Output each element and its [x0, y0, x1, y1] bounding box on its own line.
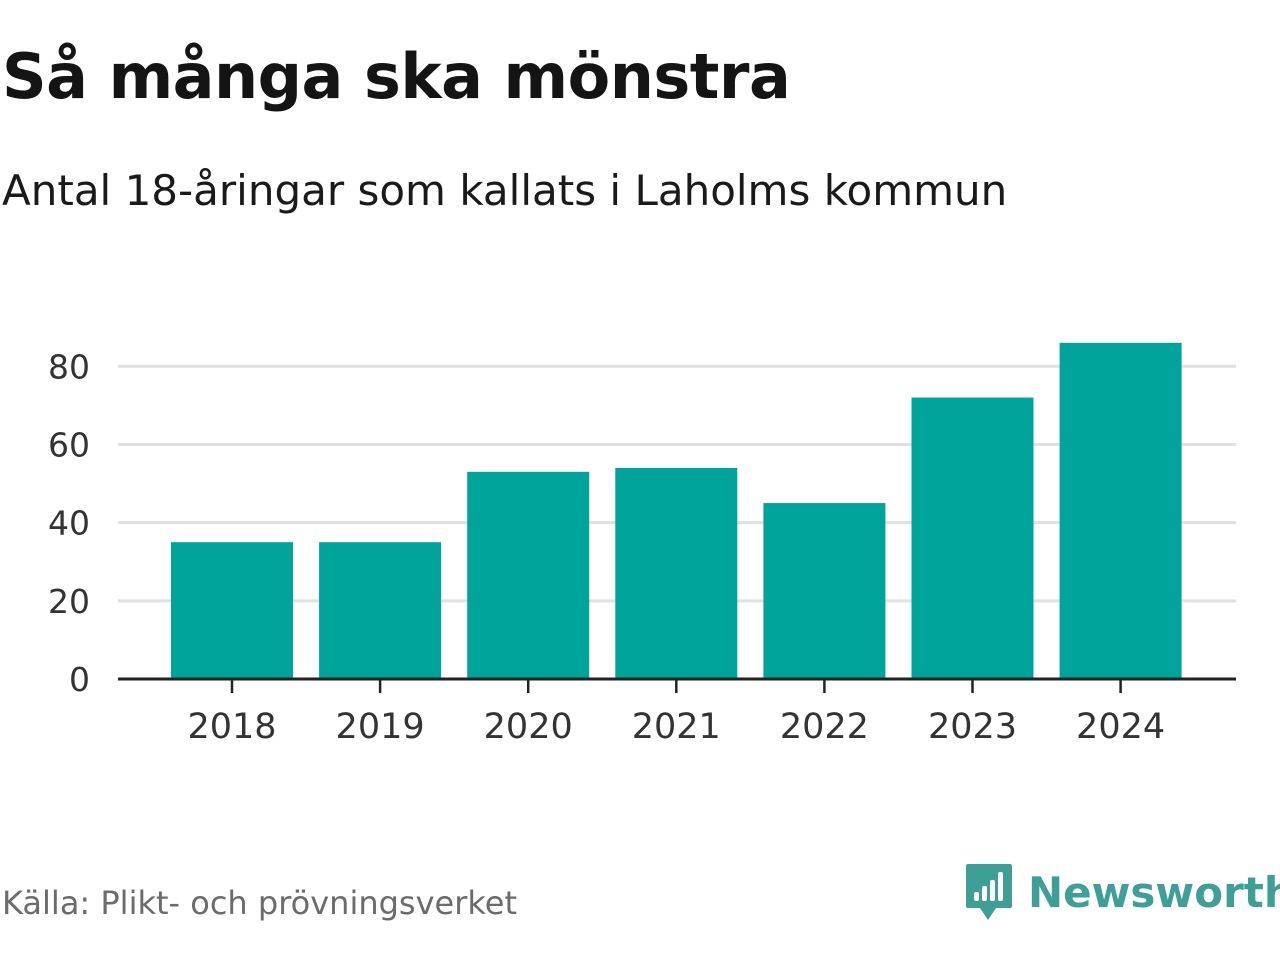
chart-subtitle: Antal 18-åringar som kallats i Laholms k…: [2, 166, 1008, 215]
x-tick-label: 2021: [632, 707, 721, 747]
bar-2022[interactable]: [763, 503, 886, 679]
bar-2019[interactable]: [319, 542, 442, 679]
x-tick-label: 2024: [1076, 707, 1165, 747]
x-tick-label: 2018: [187, 707, 276, 747]
y-tick-label: 0: [69, 660, 90, 699]
bars: [171, 342, 1182, 679]
x-tick-label: 2023: [928, 707, 1017, 747]
bar-2020[interactable]: [467, 471, 590, 679]
source-note: Källa: Plikt- och prövningsverket: [2, 884, 517, 922]
bar-2021[interactable]: [615, 467, 738, 679]
bar-2018[interactable]: [171, 542, 293, 679]
x-tick-label: 2019: [336, 707, 425, 747]
bar-chart: 0 20 40 60 80 2018 2019 2020 2021 2022 2023 2024: [48, 342, 1236, 747]
bar-2024[interactable]: [1059, 342, 1182, 679]
y-axis: 0 20 40 60 80: [48, 347, 90, 699]
brand-logo[interactable]: Newsworthy: [964, 862, 1280, 922]
x-axis: 2018 2019 2020 2021 2022 2023 2024: [118, 677, 1236, 747]
x-tick-label: 2020: [484, 707, 573, 747]
bar-2023[interactable]: [911, 397, 1034, 679]
y-tick-label: 80: [48, 347, 90, 386]
y-tick-label: 20: [48, 582, 90, 621]
x-tick-label: 2022: [780, 707, 869, 747]
newsworthy-logo-icon: [966, 864, 1012, 920]
chart-title: Så många ska mönstra: [2, 40, 791, 113]
y-tick-label: 60: [48, 425, 90, 464]
y-tick-label: 40: [48, 504, 90, 543]
brand-name: Newsworthy: [1028, 867, 1280, 917]
